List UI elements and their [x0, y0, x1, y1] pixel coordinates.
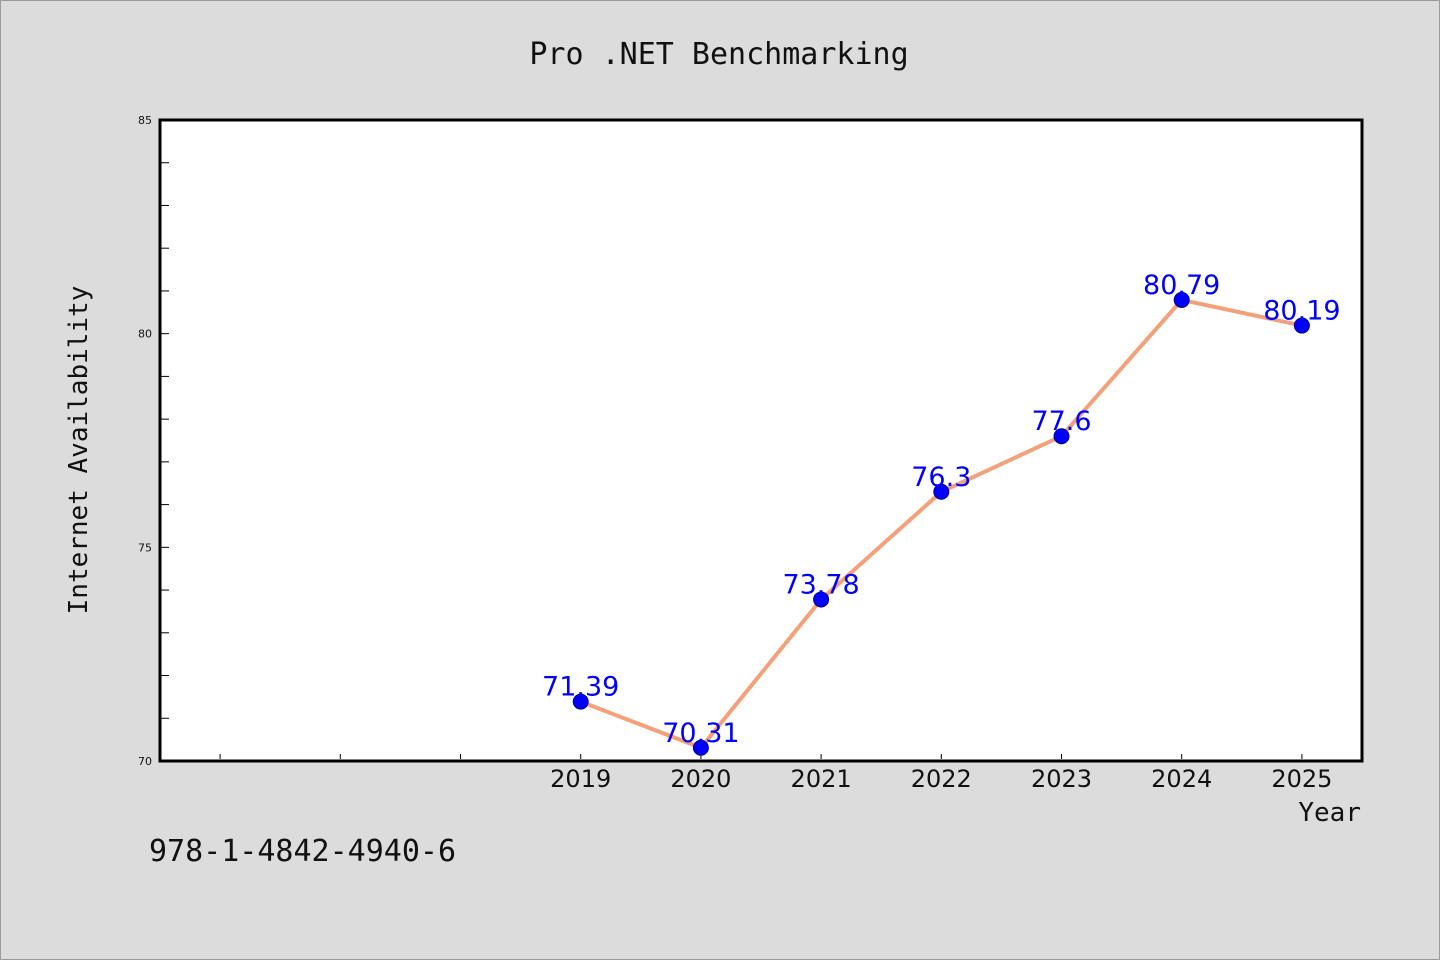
y-tick-label: 80 [138, 328, 152, 341]
data-label: 73.78 [782, 569, 859, 600]
y-minor-ticks [159, 162, 169, 719]
data-point [933, 483, 950, 500]
isbn-caption: 978-1-4842-4940-6 [149, 834, 457, 869]
x-tick-label: 2023 [1031, 765, 1092, 793]
x-tick-label: 2020 [670, 765, 731, 793]
data-labels: 71.39 70.31 73.78 76.3 77.6 80.79 80.19 [542, 270, 1340, 749]
x-tick-label: 2024 [1151, 765, 1212, 793]
data-label: 71.39 [542, 672, 619, 703]
y-tick-label: 75 [138, 541, 152, 554]
y-tick-label: 70 [138, 755, 152, 768]
data-label: 80.19 [1263, 296, 1340, 327]
y-tick-labels: 70 75 80 85 [138, 114, 152, 768]
data-point [572, 693, 589, 710]
x-minor-ticks [219, 754, 1303, 759]
data-point [813, 591, 830, 608]
data-point [1173, 291, 1190, 308]
x-tick-label: 2019 [550, 765, 611, 793]
data-point [1293, 317, 1310, 334]
y-axis-label: Internet Availability [64, 286, 94, 615]
plot-area [158, 118, 1364, 763]
x-axis-label: Year [1298, 798, 1361, 828]
y-tick-label: 85 [138, 114, 152, 127]
data-point [692, 739, 709, 756]
data-label: 77.6 [1031, 406, 1091, 437]
x-tick-labels: 2019 2020 2021 2022 2023 2024 2025 [550, 765, 1332, 793]
data-label: 80.79 [1143, 270, 1220, 301]
x-tick-label: 2021 [791, 765, 852, 793]
x-tick-label: 2025 [1271, 765, 1332, 793]
data-label: 76.3 [911, 462, 971, 493]
x-tick-label: 2022 [911, 765, 972, 793]
data-point [1053, 428, 1070, 445]
chart-title: Pro .NET Benchmarking [529, 37, 908, 72]
data-label: 70.31 [662, 718, 739, 749]
data-markers [572, 291, 1310, 756]
